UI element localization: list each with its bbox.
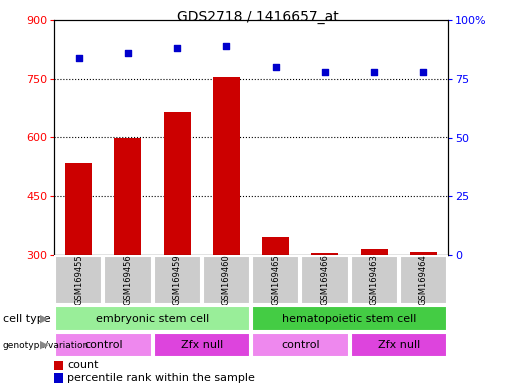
- Text: ▶: ▶: [40, 340, 48, 350]
- Text: GDS2718 / 1416657_at: GDS2718 / 1416657_at: [177, 10, 338, 23]
- Text: cell type: cell type: [3, 313, 50, 323]
- Bar: [213, 77, 240, 255]
- Bar: [410, 252, 437, 255]
- Point: [370, 69, 379, 75]
- Text: control: control: [84, 340, 123, 350]
- FancyBboxPatch shape: [252, 306, 447, 331]
- Bar: [65, 163, 92, 255]
- FancyBboxPatch shape: [252, 256, 299, 304]
- Text: control: control: [281, 340, 320, 350]
- FancyBboxPatch shape: [301, 256, 349, 304]
- Text: Zfx null: Zfx null: [377, 340, 420, 350]
- Text: GSM169466: GSM169466: [320, 255, 330, 305]
- FancyBboxPatch shape: [55, 333, 151, 357]
- Text: GSM169463: GSM169463: [370, 255, 379, 305]
- Text: GSM169464: GSM169464: [419, 255, 428, 305]
- Text: count: count: [67, 360, 98, 370]
- Point: [271, 64, 280, 70]
- Point: [419, 69, 427, 75]
- FancyBboxPatch shape: [105, 256, 151, 304]
- Point: [124, 50, 132, 56]
- Text: hematopoietic stem cell: hematopoietic stem cell: [282, 313, 417, 323]
- Text: ▶: ▶: [40, 313, 48, 323]
- Text: GSM169460: GSM169460: [222, 255, 231, 305]
- Bar: [164, 112, 191, 255]
- Text: GSM169465: GSM169465: [271, 255, 280, 305]
- Bar: [262, 237, 289, 255]
- FancyBboxPatch shape: [351, 256, 398, 304]
- FancyBboxPatch shape: [400, 256, 447, 304]
- FancyBboxPatch shape: [252, 333, 349, 357]
- Point: [173, 45, 181, 51]
- Point: [75, 55, 83, 61]
- Bar: [360, 249, 388, 255]
- FancyBboxPatch shape: [55, 306, 250, 331]
- FancyBboxPatch shape: [55, 256, 102, 304]
- Text: percentile rank within the sample: percentile rank within the sample: [67, 372, 255, 382]
- Text: GSM169456: GSM169456: [124, 255, 132, 305]
- Text: Zfx null: Zfx null: [181, 340, 223, 350]
- Text: GSM169455: GSM169455: [74, 255, 83, 305]
- FancyBboxPatch shape: [203, 256, 250, 304]
- Bar: [114, 137, 142, 255]
- Point: [321, 69, 329, 75]
- Point: [222, 43, 231, 49]
- Text: GSM169459: GSM169459: [173, 255, 182, 305]
- FancyBboxPatch shape: [153, 256, 201, 304]
- Bar: [312, 253, 338, 255]
- Text: genotype/variation: genotype/variation: [3, 341, 89, 349]
- Text: embryonic stem cell: embryonic stem cell: [96, 313, 209, 323]
- FancyBboxPatch shape: [351, 333, 447, 357]
- FancyBboxPatch shape: [153, 333, 250, 357]
